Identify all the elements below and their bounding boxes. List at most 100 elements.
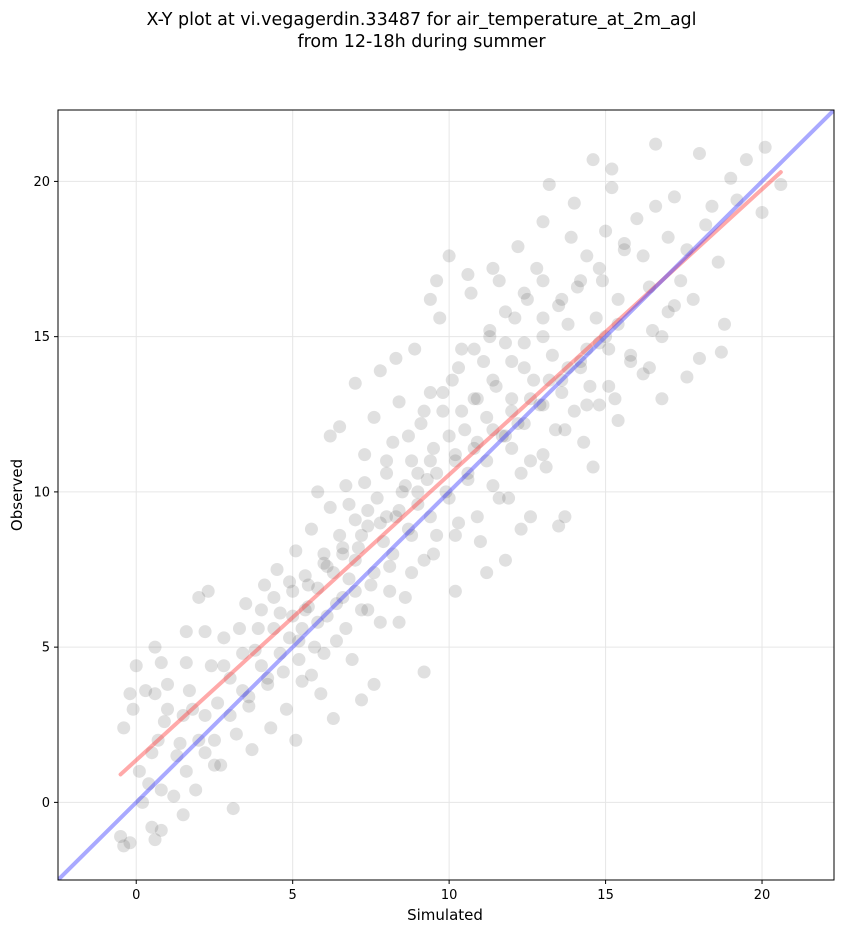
scatter-point: [567, 196, 581, 210]
scatter-point: [348, 553, 362, 567]
x-tick-label: 15: [597, 888, 614, 903]
scatter-point: [142, 777, 156, 791]
scatter-point: [470, 435, 484, 449]
scatter-point: [223, 671, 237, 685]
scatter-point: [323, 429, 337, 443]
scatter-point: [251, 622, 265, 636]
scatter-point: [580, 342, 594, 356]
scatter-point: [311, 615, 325, 629]
x-tick-label: 0: [132, 888, 140, 903]
scatter-point: [517, 361, 531, 375]
scatter-point: [167, 789, 181, 803]
scatter-point: [204, 659, 218, 673]
scatter-point: [448, 528, 462, 542]
scatter-point: [333, 528, 347, 542]
scatter-point: [223, 708, 237, 722]
scatter-point: [292, 634, 306, 648]
scatter-point: [599, 224, 613, 238]
scatter-point: [311, 581, 325, 595]
series-line: [118, 170, 783, 777]
scatter-point: [692, 351, 706, 365]
scatter-point: [423, 454, 437, 468]
chart-subtitle: from 12-18h during summer: [297, 32, 546, 52]
y-axis-label: Observed: [8, 459, 26, 531]
scatter-point: [201, 584, 215, 598]
scatter-point: [395, 485, 409, 499]
series-line: [58, 110, 834, 880]
scatter-point: [755, 205, 769, 219]
scatter-point: [323, 500, 337, 514]
scatter-point: [617, 237, 631, 251]
scatter-point: [358, 476, 372, 490]
scatter-point: [207, 758, 221, 772]
scatter-point: [592, 398, 606, 412]
scatter-point: [442, 491, 456, 505]
plot-frame: [57, 109, 835, 881]
scatter-point: [179, 625, 193, 639]
scatter-point: [411, 485, 425, 499]
scatter-point: [348, 513, 362, 527]
scatter-point: [455, 342, 469, 356]
scatter-point: [523, 510, 537, 524]
scatter-point: [242, 690, 256, 704]
scatter-point: [411, 466, 425, 480]
scatter-point: [289, 733, 303, 747]
scatter-point: [480, 566, 494, 580]
scatter-point: [342, 497, 356, 511]
scatter-point: [498, 429, 512, 443]
scatter-point: [423, 510, 437, 524]
scatter-point: [536, 311, 550, 325]
scatter-point: [430, 466, 444, 480]
scatter-point: [261, 677, 275, 691]
scatter-point: [646, 323, 660, 337]
scatter-point: [536, 215, 550, 229]
scatter-point: [304, 668, 318, 682]
scatter-point: [574, 354, 588, 368]
scatter-point: [317, 556, 331, 570]
scatter-point: [514, 522, 528, 536]
scatter-point: [523, 454, 537, 468]
scatter-point: [498, 336, 512, 350]
scatter-point: [173, 736, 187, 750]
scatter-point: [552, 299, 566, 313]
scatter-point: [705, 199, 719, 213]
scatter-point: [383, 584, 397, 598]
scatter-point: [517, 336, 531, 350]
scatter-point: [151, 733, 165, 747]
scatter-point: [517, 286, 531, 300]
scatter-point: [207, 733, 221, 747]
scatter-point: [283, 575, 297, 589]
scatter-point: [279, 702, 293, 716]
scatter-point: [692, 146, 706, 160]
scatter-point: [680, 370, 694, 384]
scatter-point: [452, 516, 466, 530]
scatter-point: [345, 653, 359, 667]
scatter-point: [430, 274, 444, 288]
scatter-point: [667, 190, 681, 204]
scatter-point: [182, 684, 196, 698]
scatter-point: [145, 746, 159, 760]
scatter-point: [367, 566, 381, 580]
scatter-point: [605, 181, 619, 195]
scatter-point: [198, 708, 212, 722]
scatter-point: [555, 292, 569, 306]
scatter-point: [301, 600, 315, 614]
scatter-point: [386, 547, 400, 561]
scatter-point: [286, 584, 300, 598]
scatter-point: [461, 472, 475, 486]
scatter-point: [567, 404, 581, 418]
scatter-point: [430, 528, 444, 542]
scatter-point: [470, 510, 484, 524]
scatter-point: [642, 361, 656, 375]
scatter-point: [380, 510, 394, 524]
scatter-point: [264, 721, 278, 735]
scatter-point: [232, 622, 246, 636]
scatter-point: [445, 373, 459, 387]
scatter-point: [495, 429, 509, 443]
scatter-point: [380, 466, 394, 480]
scatter-point: [405, 528, 419, 542]
scatter-point: [245, 743, 259, 757]
scatter-point: [283, 631, 297, 645]
scatter-point: [486, 261, 500, 275]
scatter-point: [242, 699, 256, 713]
